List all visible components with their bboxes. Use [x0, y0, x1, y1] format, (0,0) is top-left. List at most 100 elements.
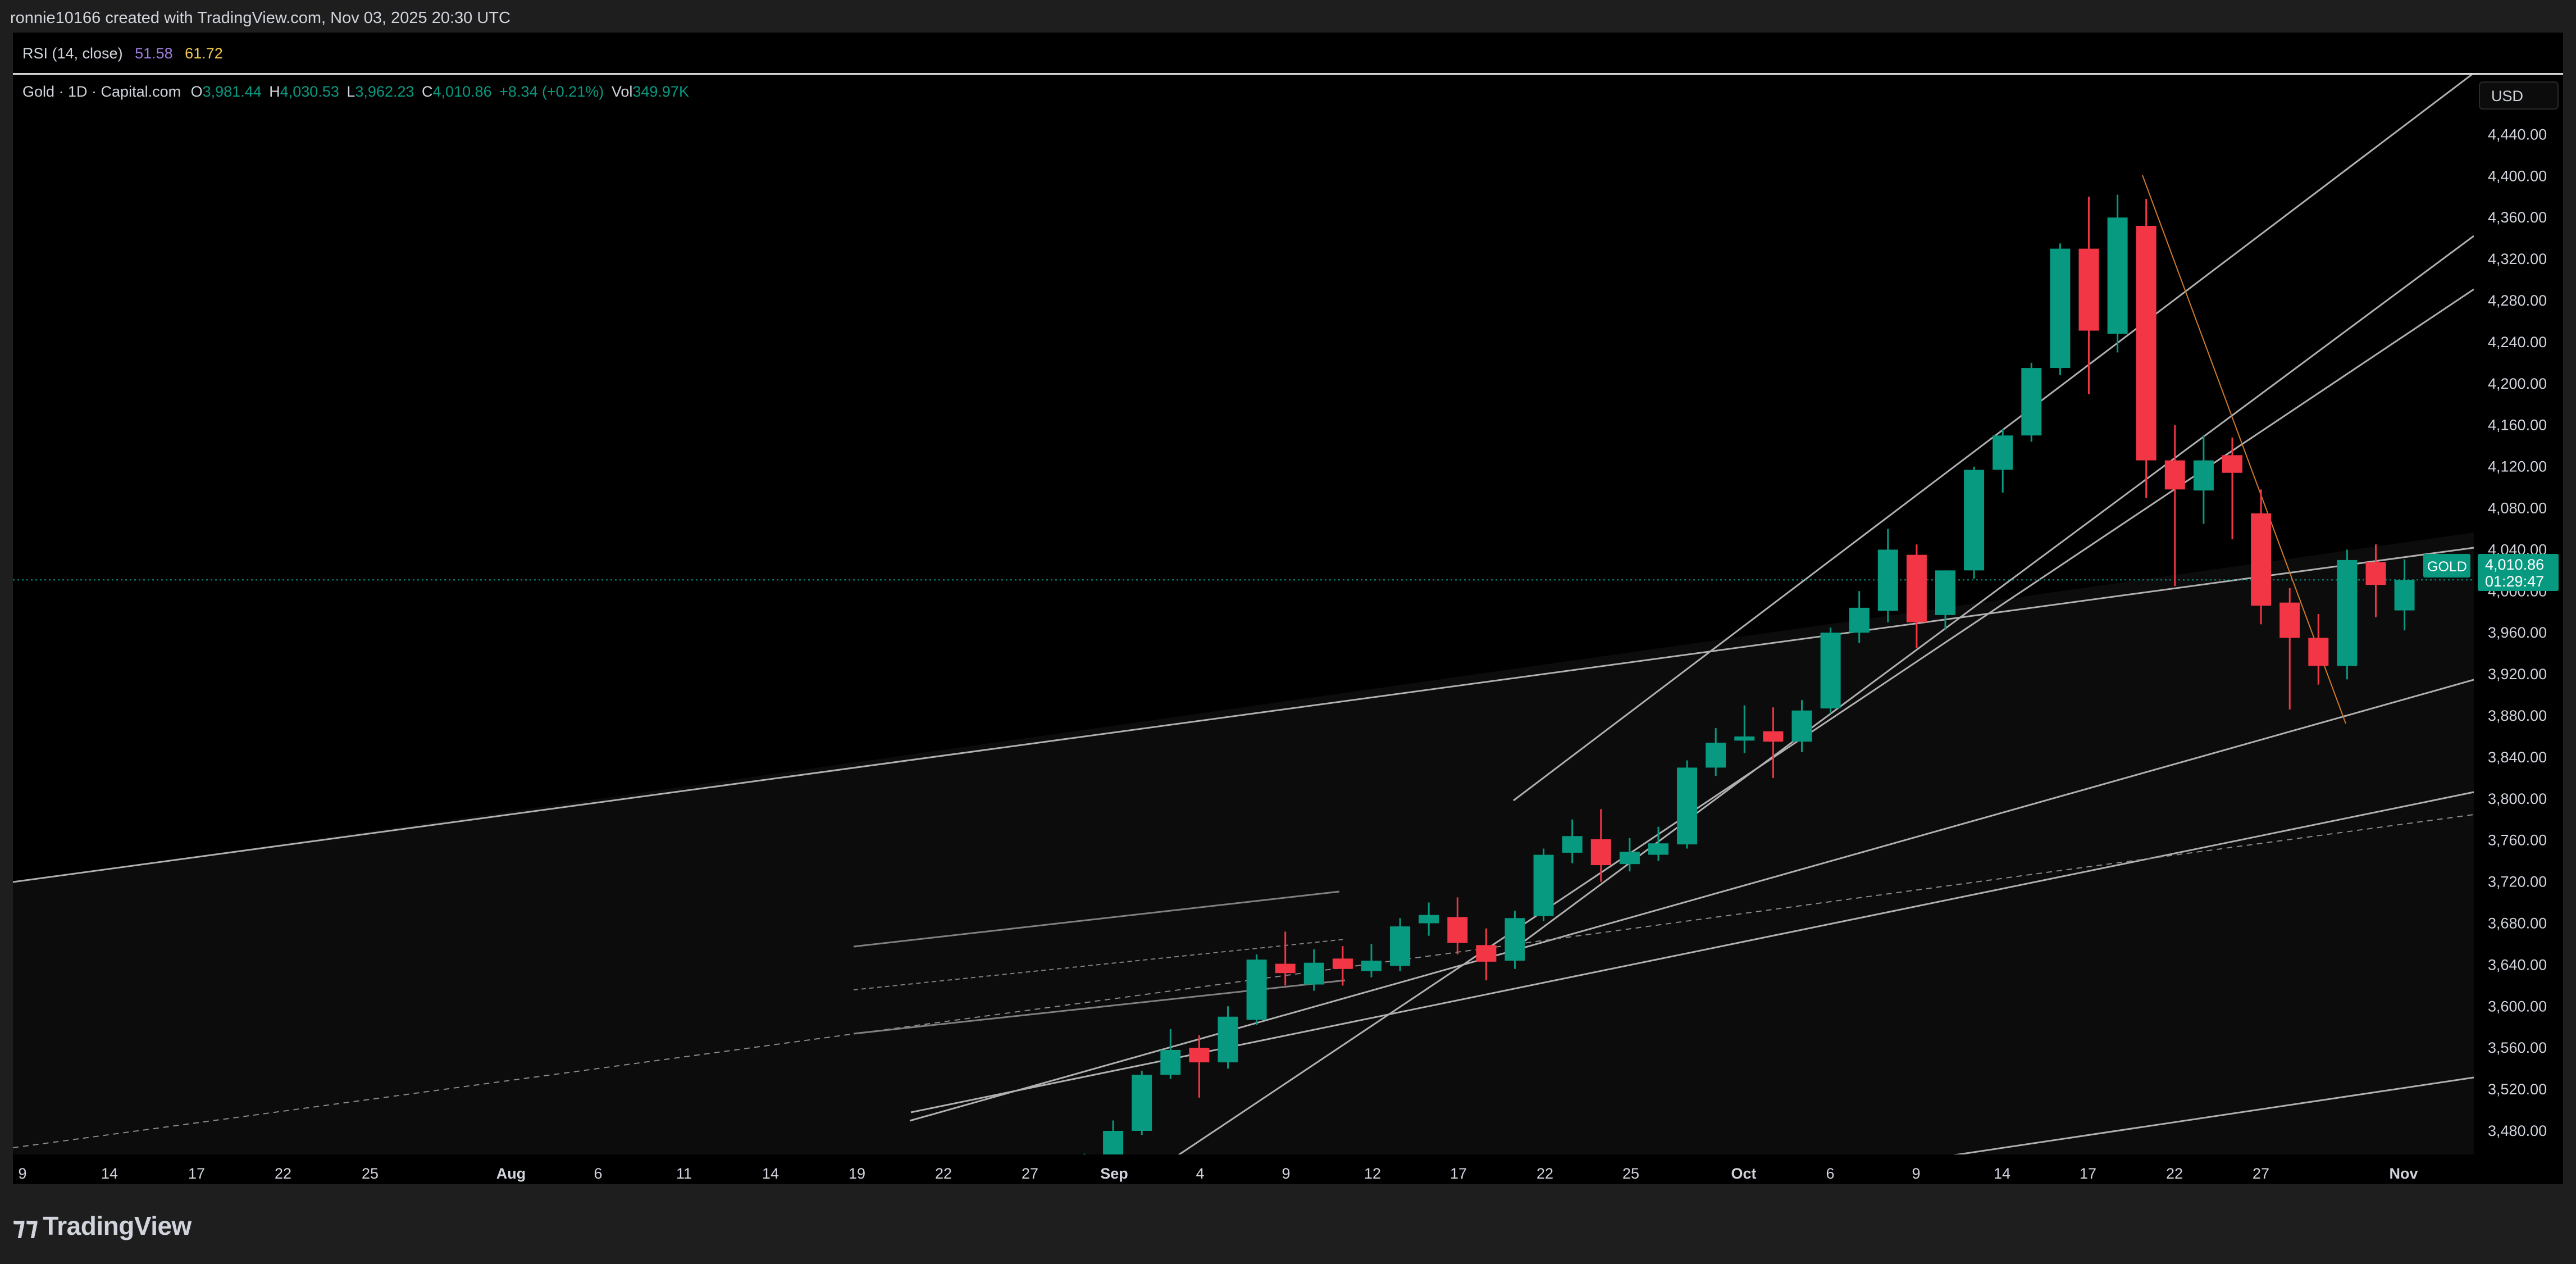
- candle[interactable]: [1619, 838, 1640, 872]
- candle-body: [1562, 836, 1583, 853]
- candle[interactable]: [2107, 194, 2128, 353]
- usd-currency-box[interactable]: [2479, 81, 2559, 110]
- usd-currency-label[interactable]: USD: [2491, 88, 2523, 104]
- x-tick-label: 19: [849, 1165, 865, 1182]
- candle[interactable]: [1275, 931, 1296, 986]
- y-tick-label: 3,800.00: [2488, 790, 2547, 807]
- trendline-1[interactable]: [13, 547, 2474, 883]
- candle[interactable]: [1648, 826, 1668, 861]
- candle-body: [2394, 580, 2415, 611]
- x-tick-label: 17: [188, 1165, 205, 1182]
- candle[interactable]: [1504, 911, 1525, 969]
- legend-vol-value: 349.97K: [632, 83, 689, 100]
- x-tick-label: 22: [1537, 1165, 1553, 1182]
- candle[interactable]: [1447, 897, 1468, 954]
- candle-body: [2222, 455, 2242, 473]
- x-tick-label: 9: [1912, 1165, 1920, 1182]
- candle-body: [1246, 960, 1267, 1020]
- y-tick-label: 3,560.00: [2488, 1039, 2547, 1056]
- candle[interactable]: [1476, 928, 1497, 981]
- x-tick-label: 17: [1450, 1165, 1467, 1182]
- candle[interactable]: [1677, 760, 1698, 849]
- candle[interactable]: [1763, 707, 1784, 778]
- candle[interactable]: [2078, 197, 2099, 394]
- candle[interactable]: [1361, 944, 1382, 977]
- candle[interactable]: [2021, 362, 2042, 442]
- x-tick-label: 6: [1826, 1165, 1834, 1182]
- candle[interactable]: [1390, 918, 1411, 971]
- candle[interactable]: [1906, 544, 1927, 648]
- candle-body: [1189, 1048, 1210, 1063]
- candle-body: [1648, 843, 1668, 855]
- x-tick-label: 14: [1994, 1165, 2010, 1182]
- candle-body: [1533, 854, 1554, 916]
- candle[interactable]: [1419, 902, 1439, 936]
- candle-body: [2279, 602, 2300, 638]
- symbol-tag-text: GOLD: [2427, 559, 2467, 575]
- tradingview-logo[interactable]: ⁊⁊ TradingView: [12, 1211, 192, 1241]
- candle[interactable]: [2394, 559, 2415, 631]
- y-tick-label: 3,760.00: [2488, 832, 2547, 849]
- rsi-indicator-bar[interactable]: RSI (14, close) 51.58 61.72: [13, 33, 2563, 75]
- candle[interactable]: [2136, 198, 2156, 498]
- candle-body: [1419, 915, 1439, 924]
- trendline-12[interactable]: [2142, 175, 2346, 724]
- legend-close-label: C: [422, 83, 433, 100]
- candle[interactable]: [1218, 1006, 1238, 1069]
- candle[interactable]: [1849, 591, 1870, 643]
- x-tick-label: Nov: [2389, 1165, 2418, 1182]
- candle[interactable]: [1791, 700, 1812, 752]
- candle-body: [1619, 852, 1640, 865]
- y-tick-label: 4,080.00: [2488, 500, 2547, 517]
- candle[interactable]: [2193, 435, 2214, 524]
- candle[interactable]: [1303, 949, 1324, 991]
- trendline-10[interactable]: [853, 939, 1346, 990]
- candle[interactable]: [1189, 1035, 1210, 1098]
- attribution-header: ronnie10166 created with TradingView.com…: [0, 0, 2576, 33]
- trendline-4[interactable]: [1864, 1076, 2474, 1168]
- candle[interactable]: [2337, 549, 2358, 680]
- x-tick-label: 17: [2080, 1165, 2096, 1182]
- candle[interactable]: [1877, 529, 1898, 622]
- candle[interactable]: [1706, 728, 1726, 776]
- candle[interactable]: [1964, 466, 1985, 579]
- candle[interactable]: [1160, 1029, 1181, 1079]
- candle[interactable]: [1820, 627, 1841, 714]
- candle[interactable]: [1993, 429, 2013, 493]
- candle[interactable]: [1103, 1120, 1124, 1160]
- symbol-name[interactable]: Gold · 1D · Capital.com: [22, 83, 181, 100]
- y-tick-label: 3,920.00: [2488, 666, 2547, 683]
- candle-body: [1303, 962, 1324, 985]
- x-tick-label: 11: [676, 1165, 692, 1182]
- candle[interactable]: [1332, 946, 1353, 986]
- candle[interactable]: [1734, 705, 1755, 753]
- y-tick-label: 4,120.00: [2488, 458, 2547, 475]
- candle[interactable]: [2308, 613, 2329, 685]
- symbol-legend[interactable]: Gold · 1D · Capital.com O3,981.44 H4,030…: [22, 83, 689, 101]
- trendline-8[interactable]: [1154, 288, 2474, 1171]
- candle[interactable]: [1074, 1153, 1095, 1167]
- candle[interactable]: [1246, 954, 1267, 1025]
- candle[interactable]: [1132, 1070, 1152, 1135]
- candle-body: [1763, 731, 1784, 742]
- candle[interactable]: [1590, 809, 1611, 882]
- candle[interactable]: [2164, 425, 2185, 586]
- legend-high-label: H: [269, 83, 280, 100]
- legend-close-value: 4,010.86: [432, 83, 492, 100]
- trendline-7[interactable]: [1516, 235, 2474, 948]
- x-tick-label: 27: [1022, 1165, 1038, 1182]
- candle-body: [1361, 961, 1382, 971]
- candle[interactable]: [2050, 243, 2071, 376]
- candle[interactable]: [1935, 570, 1955, 630]
- candle-body: [1877, 549, 1898, 611]
- candle[interactable]: [1533, 848, 1554, 921]
- trendline-9[interactable]: [853, 890, 1340, 948]
- candle[interactable]: [2279, 588, 2300, 710]
- candle[interactable]: [2365, 544, 2386, 617]
- candle[interactable]: [1562, 819, 1583, 863]
- candle[interactable]: [2251, 489, 2272, 625]
- candle-body: [1275, 963, 1296, 974]
- x-tick-label: 25: [362, 1165, 379, 1182]
- candle[interactable]: [2222, 437, 2242, 539]
